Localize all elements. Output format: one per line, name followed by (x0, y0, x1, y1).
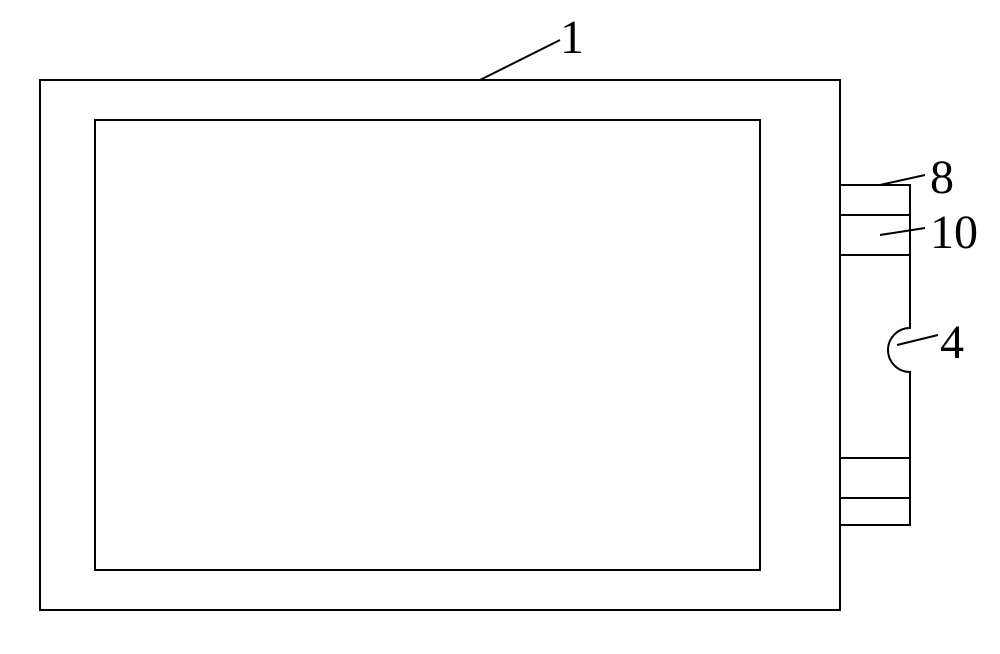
callout-label-1: 1 (560, 10, 584, 65)
callout-label-10: 10 (930, 205, 978, 260)
callout-line-4 (897, 335, 938, 345)
outer-rect (40, 80, 840, 610)
callout-line-8 (880, 175, 925, 185)
callout-line-1 (480, 40, 560, 80)
technical-diagram (0, 0, 1000, 654)
inner-rect (95, 120, 760, 570)
side-block (840, 185, 910, 525)
callout-label-8: 8 (930, 150, 954, 205)
callout-label-4: 4 (940, 315, 964, 370)
